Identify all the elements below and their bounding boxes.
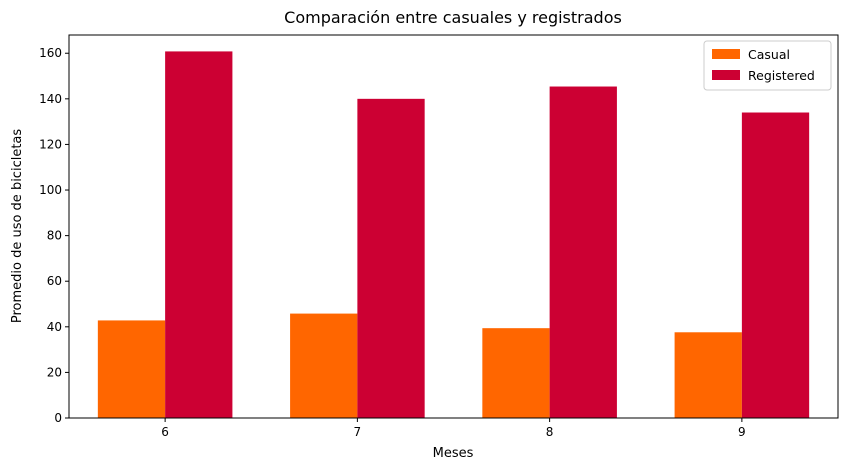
bar-casual-9 (674, 332, 742, 418)
y-tick-label: 100 (39, 183, 62, 197)
x-axis-label: Meses (433, 446, 474, 461)
bar-registered-7 (357, 98, 425, 418)
plot-area: 0 20 40 60 80 100 120 140 160 6 7 8 9 (39, 34, 839, 439)
chart-title: Comparación entre casuales y registrados (284, 8, 622, 27)
x-tick-label: 9 (738, 425, 746, 439)
y-tick-label: 0 (54, 411, 62, 425)
x-tick-label: 7 (354, 425, 362, 439)
x-tick-label: 8 (546, 425, 554, 439)
y-tick-label: 120 (39, 137, 62, 151)
legend: Casual Registered (703, 40, 832, 91)
bar-registered-6 (165, 51, 233, 419)
y-tick-label: 80 (47, 229, 62, 243)
plot-frame (68, 34, 839, 419)
bar-casual-7 (290, 313, 358, 418)
y-tick-label: 140 (39, 92, 62, 106)
bar-registered-9 (741, 112, 810, 418)
bar-casual-8 (482, 328, 550, 418)
y-tick-label: 60 (47, 274, 62, 288)
y-tick-label: 20 (47, 365, 62, 379)
legend-swatch (712, 49, 740, 59)
y-tick-label: 40 (47, 320, 62, 334)
legend-label: Casual (748, 47, 790, 62)
legend-swatch (712, 70, 740, 80)
bar-registered-8 (549, 86, 617, 419)
legend-label: Registered (748, 68, 815, 83)
y-axis-label: Promedio de uso de bicicletas (10, 129, 25, 324)
y-tick-label: 160 (39, 46, 62, 60)
x-tick-label: 6 (161, 425, 169, 439)
bar-casual-6 (97, 320, 166, 418)
